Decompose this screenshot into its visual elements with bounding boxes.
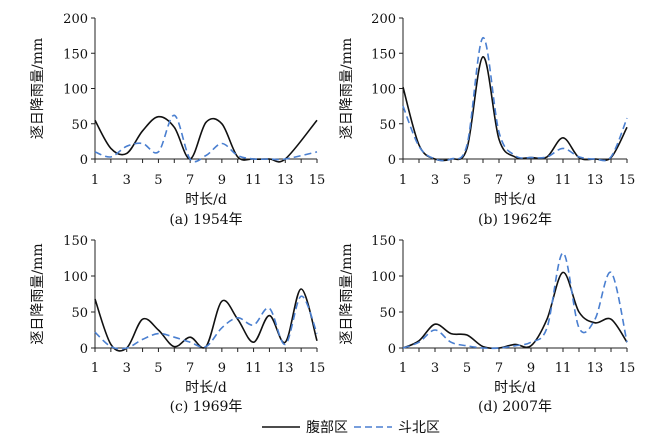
x-tick-label: 13 — [587, 173, 604, 188]
x-tick-label: 15 — [619, 173, 636, 188]
y-tick-label: 0 — [80, 342, 88, 357]
x-tick-label: 11 — [245, 173, 262, 188]
y-tick-label: 100 — [371, 270, 396, 285]
y-tick-label: 50 — [379, 118, 396, 133]
y-tick-label: 150 — [63, 234, 88, 249]
x-tick-label: 1 — [91, 361, 99, 376]
series-line-doubeiqu — [94, 295, 318, 350]
panel-caption: (a) 1954年 — [169, 212, 242, 228]
x-tick-label: 5 — [463, 361, 471, 376]
x-tick-label: 1 — [399, 173, 407, 188]
y-axis-label: 逐日降雨量/mm — [30, 38, 46, 139]
y-axis-label: 逐日降雨量/mm — [339, 243, 355, 344]
x-tick-label: 3 — [431, 361, 439, 376]
series-line-doubeiqu — [94, 114, 318, 163]
x-tick-label: 9 — [527, 173, 535, 188]
x-axis-label: 时长/d — [185, 192, 227, 208]
y-tick-label: 0 — [388, 342, 396, 357]
legend-label: 腹部区 — [306, 419, 348, 436]
y-tick-label: 50 — [379, 306, 396, 321]
x-tick-label: 11 — [555, 361, 572, 376]
x-tick-label: 9 — [218, 361, 226, 376]
y-tick-label: 200 — [63, 12, 88, 27]
x-tick-label: 5 — [463, 173, 471, 188]
y-axis-label: 逐日降雨量/mm — [339, 38, 355, 139]
y-tick-label: 100 — [371, 83, 396, 98]
y-tick-label: 150 — [371, 234, 396, 249]
y-tick-label: 50 — [71, 306, 88, 321]
y-tick-label: 100 — [63, 83, 88, 98]
x-tick-label: 11 — [555, 173, 572, 188]
x-tick-label: 13 — [277, 361, 294, 376]
x-axis-label: 时长/d — [494, 380, 536, 396]
y-tick-label: 0 — [388, 153, 396, 168]
x-tick-label: 7 — [495, 361, 503, 376]
x-tick-label: 11 — [245, 361, 262, 376]
x-tick-label: 13 — [277, 173, 294, 188]
x-tick-label: 15 — [309, 173, 326, 188]
series-line-fubuqu — [402, 271, 628, 350]
legend-label: 斗北区 — [398, 420, 440, 436]
panel-caption: (d) 2007年 — [478, 399, 552, 415]
x-tick-label: 5 — [154, 173, 162, 188]
x-tick-label: 15 — [309, 361, 326, 376]
panel-caption: (c) 1969年 — [170, 399, 243, 415]
y-tick-label: 50 — [71, 118, 88, 133]
x-tick-label: 7 — [186, 173, 194, 188]
series-line-doubeiqu — [402, 252, 628, 350]
y-tick-label: 200 — [371, 12, 396, 27]
x-tick-label: 5 — [154, 361, 162, 376]
y-axis-label: 逐日降雨量/mm — [30, 243, 46, 344]
x-tick-label: 1 — [91, 173, 99, 188]
series-line-doubeiqu — [402, 36, 628, 162]
x-tick-label: 3 — [123, 361, 131, 376]
x-tick-label: 7 — [495, 173, 503, 188]
x-tick-label: 3 — [431, 173, 439, 188]
y-tick-label: 150 — [371, 47, 396, 62]
x-axis-label: 时长/d — [494, 192, 536, 208]
y-tick-label: 100 — [63, 270, 88, 285]
series-line-fubuqu — [94, 288, 318, 352]
legend: 腹部区 斗北区 — [262, 419, 440, 436]
series-line-fubuqu — [402, 55, 628, 162]
x-tick-label: 15 — [619, 361, 636, 376]
x-tick-label: 9 — [527, 361, 535, 376]
x-tick-label: 7 — [186, 361, 194, 376]
x-tick-label: 1 — [399, 361, 407, 376]
x-tick-label: 3 — [123, 173, 131, 188]
y-tick-label: 150 — [63, 47, 88, 62]
x-tick-label: 13 — [587, 361, 604, 376]
y-tick-label: 0 — [80, 153, 88, 168]
panel-caption: (b) 1962年 — [478, 212, 552, 228]
x-axis-label: 时长/d — [185, 380, 227, 396]
x-tick-label: 9 — [218, 173, 226, 188]
